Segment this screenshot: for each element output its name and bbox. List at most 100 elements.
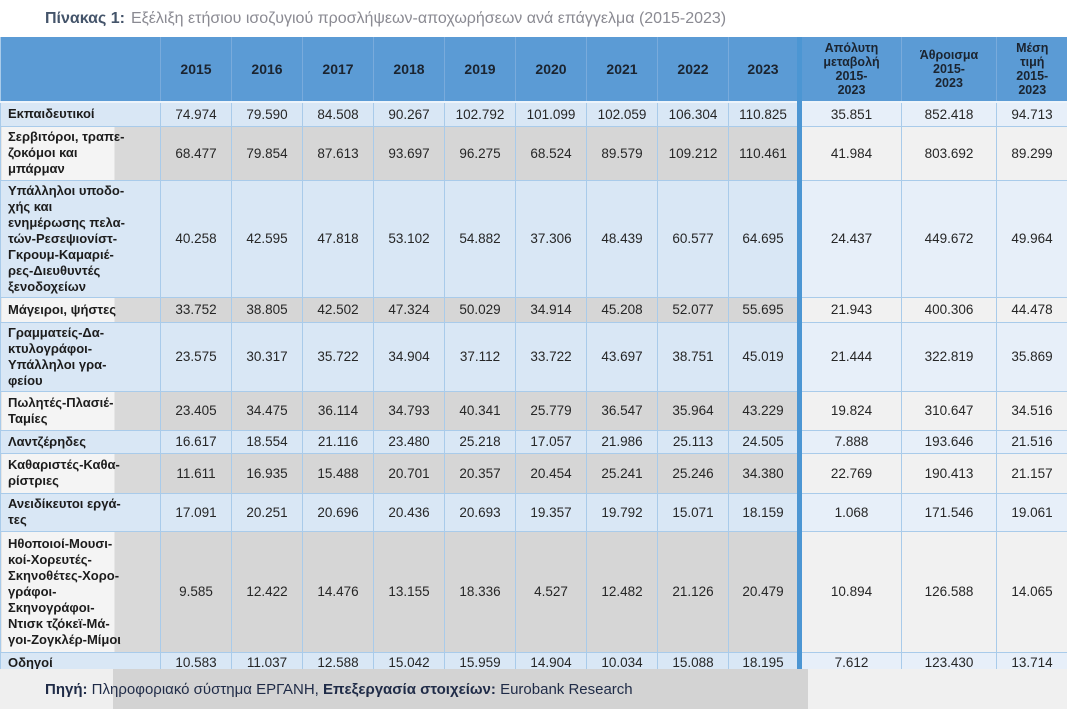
year-header: 2015 — [160, 37, 232, 103]
year-value-cell: 16.935 — [231, 452, 303, 494]
year-value-cell: 45.019 — [728, 321, 800, 392]
summary-value-cell: 14.065 — [996, 530, 1067, 653]
year-header: 2018 — [373, 37, 445, 103]
source-label: Πηγή: — [45, 680, 88, 698]
summary-value-cell: 19.824 — [797, 390, 902, 431]
year-value-cell: 12.588 — [302, 651, 374, 674]
year-header: 2016 — [231, 37, 303, 103]
table-row: Οδηγοί 10.583 11.037 12.588 15.042 15.959 14.9… — [0, 651, 1067, 674]
table-title-prefix: Πίνακας 1: — [45, 9, 125, 27]
year-value-cell: 84.508 — [302, 101, 374, 127]
year-value-cell: 48.439 — [586, 179, 658, 298]
summary-value-cell: 190.413 — [901, 452, 997, 494]
year-value-cell: 24.505 — [728, 429, 800, 454]
year-value-cell: 20.436 — [373, 492, 445, 532]
year-value-cell: 89.579 — [586, 125, 658, 181]
table-row: Ηθοποιοί-Μουσι- κοί-Χορευτές- Σκηνοθέτες… — [0, 530, 1067, 653]
row-label-cell: Λαντζέρηδες — [0, 429, 161, 454]
table-row: Λαντζέρηδες 16.617 18.554 21.116 23.480 25.21… — [0, 429, 1067, 454]
summary-value-cell: 21.444 — [797, 321, 902, 392]
summary-value-cell: 35.851 — [797, 101, 902, 127]
year-value-cell: 10.583 — [160, 651, 232, 674]
year-value-cell: 40.341 — [444, 390, 516, 431]
table-body: Εκπαιδευτικοί 74.974 79.590 84.508 90.267 102… — [0, 101, 1067, 674]
year-value-cell: 17.057 — [515, 429, 587, 454]
processing-label: Επεξεργασία στοιχείων: — [323, 680, 496, 698]
year-value-cell: 55.695 — [728, 296, 800, 323]
year-value-cell: 16.617 — [160, 429, 232, 454]
year-value-cell: 50.029 — [444, 296, 516, 323]
year-value-cell: 79.590 — [231, 101, 303, 127]
summary-value-cell: 22.769 — [797, 452, 902, 494]
year-value-cell: 18.554 — [231, 429, 303, 454]
year-value-cell: 25.241 — [586, 452, 658, 494]
summary-value-cell: 44.478 — [996, 296, 1067, 323]
year-value-cell: 90.267 — [373, 101, 445, 127]
year-value-cell: 40.258 — [160, 179, 232, 298]
year-value-cell: 96.275 — [444, 125, 516, 181]
year-value-cell: 11.611 — [160, 452, 232, 494]
summary-value-cell: 35.869 — [996, 321, 1067, 392]
year-value-cell: 43.229 — [728, 390, 800, 431]
summary-value-cell: 10.894 — [797, 530, 902, 653]
summary-header: Απόλυτη μεταβολή 2015- 2023 — [797, 37, 902, 103]
year-value-cell: 15.042 — [373, 651, 445, 674]
row-label-cell: Μάγειροι, ψήστες — [0, 296, 161, 323]
year-header: 2023 — [728, 37, 800, 103]
year-value-cell: 53.102 — [373, 179, 445, 298]
year-value-cell: 18.159 — [728, 492, 800, 532]
year-value-cell: 110.825 — [728, 101, 800, 127]
year-value-cell: 25.218 — [444, 429, 516, 454]
year-value-cell: 18.336 — [444, 530, 516, 653]
year-value-cell: 20.701 — [373, 452, 445, 494]
processing-text: Eurobank Research — [495, 680, 633, 698]
year-value-cell: 21.126 — [657, 530, 729, 653]
table-row: Καθαριστές-Καθα- ρίστριες 11.611 16.935 15.… — [0, 452, 1067, 494]
summary-value-cell: 21.516 — [996, 429, 1067, 454]
year-value-cell: 54.882 — [444, 179, 516, 298]
year-value-cell: 47.818 — [302, 179, 374, 298]
year-value-cell: 20.357 — [444, 452, 516, 494]
year-value-cell: 37.112 — [444, 321, 516, 392]
hires-departures-balance-table: 2015 2016 2017 2018 2019 2020 2021 2022 2023 Απόλ… — [0, 37, 1067, 675]
row-label-cell: Σερβιτόροι, τραπε- ζοκόμοι και μπάρμαν — [0, 125, 161, 181]
year-value-cell: 4.527 — [515, 530, 587, 653]
row-label-cell: Πωλητές-Πλασιέ- Ταμίες — [0, 390, 161, 431]
year-value-cell: 93.697 — [373, 125, 445, 181]
summary-value-cell: 449.672 — [901, 179, 997, 298]
summary-value-cell: 322.819 — [901, 321, 997, 392]
year-value-cell: 102.059 — [586, 101, 658, 127]
year-value-cell: 18.195 — [728, 651, 800, 674]
table-row: Πωλητές-Πλασιέ- Ταμίες 23.405 34.475 36.114… — [0, 390, 1067, 431]
year-value-cell: 35.964 — [657, 390, 729, 431]
year-value-cell: 106.304 — [657, 101, 729, 127]
row-label-cell: Ηθοποιοί-Μουσι- κοί-Χορευτές- Σκηνοθέτες… — [0, 530, 161, 653]
summary-value-cell: 24.437 — [797, 179, 902, 298]
year-value-cell: 21.116 — [302, 429, 374, 454]
table-header: 2015 2016 2017 2018 2019 2020 2021 2022 2023 Απόλ… — [0, 37, 1067, 103]
year-header: 2019 — [444, 37, 516, 103]
summary-value-cell: 171.546 — [901, 492, 997, 532]
year-value-cell: 11.037 — [231, 651, 303, 674]
table-row: Σερβιτόροι, τραπε- ζοκόμοι και μπάρμαν 68… — [0, 125, 1067, 181]
year-value-cell: 60.577 — [657, 179, 729, 298]
year-value-cell: 64.695 — [728, 179, 800, 298]
year-header: 2021 — [586, 37, 658, 103]
corner-header-cell — [0, 37, 161, 103]
year-value-cell: 21.986 — [586, 429, 658, 454]
year-value-cell: 36.547 — [586, 390, 658, 431]
summary-value-cell: 21.157 — [996, 452, 1067, 494]
table-row: Ανειδίκευτοι εργά- τες 17.091 20.251 20.696… — [0, 492, 1067, 532]
year-value-cell: 20.696 — [302, 492, 374, 532]
year-header: 2017 — [302, 37, 374, 103]
year-header: 2022 — [657, 37, 729, 103]
year-value-cell: 68.524 — [515, 125, 587, 181]
summary-value-cell: 21.943 — [797, 296, 902, 323]
year-value-cell: 34.475 — [231, 390, 303, 431]
year-value-cell: 15.071 — [657, 492, 729, 532]
year-value-cell: 12.482 — [586, 530, 658, 653]
year-value-cell: 20.251 — [231, 492, 303, 532]
year-value-cell: 15.088 — [657, 651, 729, 674]
year-value-cell: 101.099 — [515, 101, 587, 127]
year-value-cell: 102.792 — [444, 101, 516, 127]
